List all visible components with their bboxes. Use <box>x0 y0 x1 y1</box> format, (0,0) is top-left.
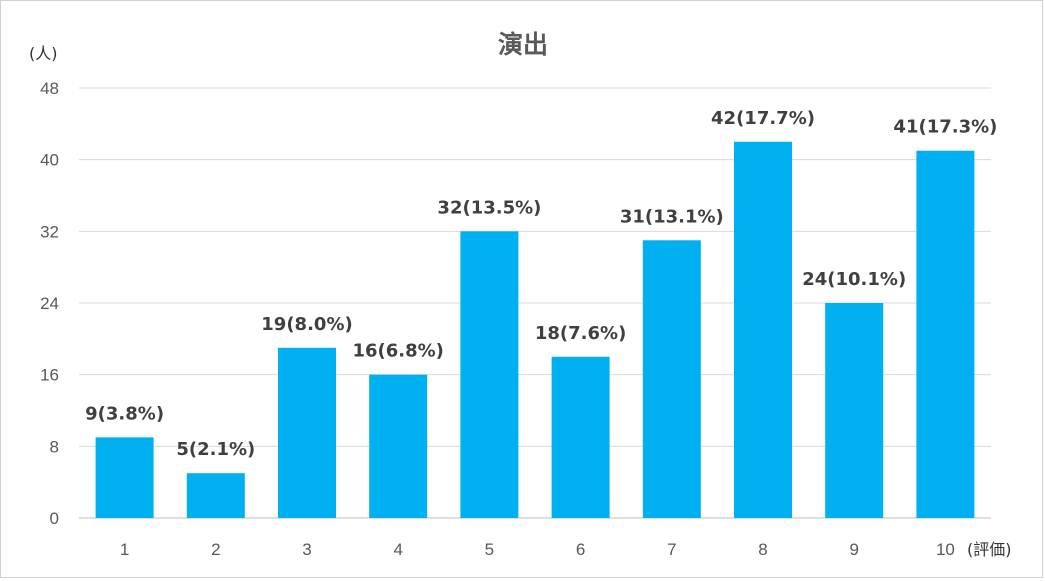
data-label: 5(2.1%) <box>176 439 255 460</box>
x-tick-label: 3 <box>302 540 311 559</box>
y-tick-label: 16 <box>40 366 59 385</box>
bar <box>825 303 884 518</box>
y-axis-ticks: 0 8 16 24 32 40 48 <box>40 79 59 528</box>
bar <box>95 437 154 518</box>
bar <box>551 356 610 518</box>
data-label: 9(3.8%) <box>85 403 164 424</box>
data-label: 19(8.0%) <box>261 314 352 335</box>
x-tick-label: 2 <box>211 540 220 559</box>
bar <box>186 473 245 518</box>
data-label: 42(17.7%) <box>711 108 815 129</box>
gridlines <box>79 87 991 519</box>
y-tick-label: 24 <box>40 294 59 313</box>
x-tick-label: 9 <box>849 540 858 559</box>
bar <box>369 374 428 518</box>
data-label: 31(13.1%) <box>620 206 724 227</box>
y-tick-label: 48 <box>40 79 59 98</box>
x-tick-label: 6 <box>576 540 585 559</box>
x-tick-label: 1 <box>120 540 129 559</box>
bar <box>642 240 701 518</box>
bar <box>734 141 792 518</box>
x-tick-label: 5 <box>485 540 494 559</box>
y-tick-label: 40 <box>40 151 59 170</box>
bar <box>278 347 336 518</box>
x-tick-label: 8 <box>758 540 767 559</box>
bar <box>460 231 519 519</box>
x-tick-label: 4 <box>393 540 402 559</box>
data-label: 32(13.5%) <box>437 197 541 218</box>
x-tick-label: 7 <box>667 540 676 559</box>
y-tick-label: 8 <box>50 437 59 456</box>
bar <box>916 150 975 519</box>
data-label: 41(17.3%) <box>893 117 997 138</box>
y-tick-label: 0 <box>50 509 59 528</box>
x-axis-unit-label: (評価) <box>967 540 1012 559</box>
x-tick-label: 10 <box>936 540 955 559</box>
data-labels: 9(3.8%) 5(2.1%) 19(8.0%)16(6.8%) 32(13.5%) 1… <box>85 108 997 460</box>
y-axis-unit-label: (人) <box>29 44 58 63</box>
data-label: 24(10.1%) <box>802 269 906 290</box>
chart-title: 演出 <box>498 30 548 59</box>
x-axis-ticks: 1 2 3 4 5 6 7 8 9 10 <box>120 540 955 559</box>
data-label: 18(7.6%) <box>535 323 626 344</box>
data-label: 16(6.8%) <box>352 341 443 362</box>
bars <box>95 141 975 519</box>
y-tick-label: 32 <box>40 222 59 241</box>
